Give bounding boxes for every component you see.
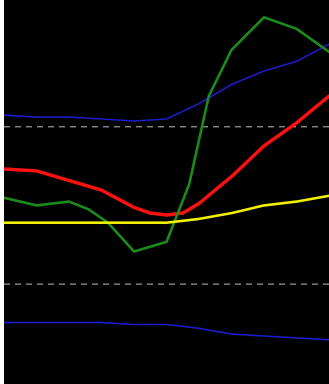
reference-lines: [4, 126, 329, 285]
series-lines: [4, 15, 329, 341]
series-line-5: [4, 321, 329, 341]
series-line-3: [4, 15, 329, 253]
chart-plot: [4, 15, 329, 341]
series-line-4: [4, 194, 329, 224]
chart-area: [4, 0, 329, 384]
series-line-1: [4, 43, 329, 122]
series-line-2: [4, 94, 329, 217]
